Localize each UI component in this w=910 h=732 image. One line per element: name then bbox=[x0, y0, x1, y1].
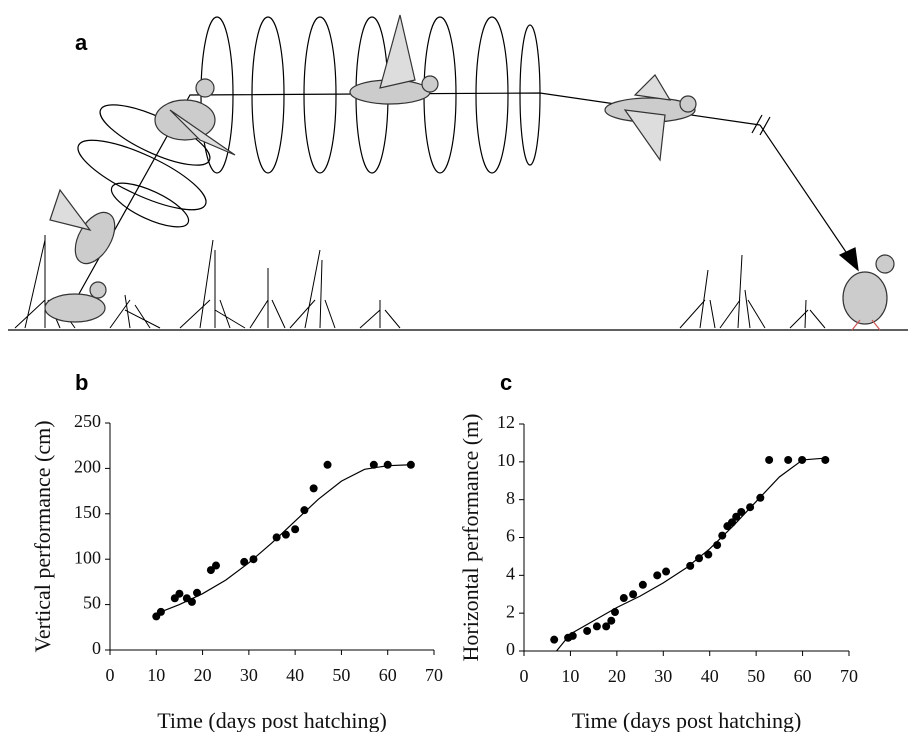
data-point bbox=[156, 607, 165, 616]
x-tick-label: 20 bbox=[194, 665, 212, 685]
data-point bbox=[300, 506, 309, 515]
y-tick-label: 0 bbox=[506, 639, 515, 659]
data-point bbox=[369, 460, 378, 469]
data-point bbox=[737, 507, 746, 516]
y-tick-label: 2 bbox=[506, 601, 515, 621]
y-tick-label: 0 bbox=[92, 638, 101, 658]
y-axis-title: Vertical performance (cm) bbox=[30, 420, 55, 652]
data-point bbox=[323, 460, 332, 469]
data-point bbox=[718, 531, 727, 540]
x-tick-label: 60 bbox=[794, 666, 812, 686]
data-point bbox=[728, 518, 736, 527]
data-point bbox=[784, 455, 793, 464]
x-tick-label: 60 bbox=[379, 665, 397, 685]
illustration bbox=[8, 14, 908, 331]
data-point bbox=[211, 561, 220, 570]
data-point bbox=[686, 561, 695, 570]
data-point bbox=[746, 503, 755, 512]
x-tick-label: 40 bbox=[701, 666, 719, 686]
data-point bbox=[406, 460, 415, 469]
x-tick-label: 0 bbox=[106, 665, 115, 685]
data-point bbox=[765, 455, 774, 464]
data-point bbox=[592, 622, 601, 631]
x-tick-label: 70 bbox=[425, 665, 443, 685]
y-tick-label: 12 bbox=[497, 412, 515, 432]
x-tick-label: 0 bbox=[520, 666, 529, 686]
x-tick-label: 10 bbox=[147, 665, 165, 685]
panel-label: a bbox=[75, 30, 88, 55]
data-point bbox=[602, 622, 611, 631]
data-point bbox=[607, 616, 616, 625]
data-point bbox=[383, 460, 392, 469]
data-point bbox=[713, 541, 722, 550]
birds bbox=[44, 14, 895, 331]
x-tick-label: 70 bbox=[840, 666, 858, 686]
data-point bbox=[619, 594, 628, 603]
data-point bbox=[281, 530, 290, 539]
x-tick-label: 10 bbox=[561, 666, 579, 686]
y-tick-label: 250 bbox=[74, 411, 101, 431]
data-point bbox=[583, 626, 592, 635]
data-point bbox=[798, 455, 807, 464]
arrow bbox=[759, 124, 849, 256]
data-point bbox=[206, 566, 215, 575]
data-point bbox=[309, 484, 318, 493]
arrowhead bbox=[838, 247, 859, 272]
data-point bbox=[568, 631, 577, 640]
data-point bbox=[638, 580, 647, 589]
data-point bbox=[175, 589, 184, 598]
break bbox=[751, 114, 763, 134]
y-tick-label: 100 bbox=[74, 547, 101, 567]
x-tick-label: 50 bbox=[747, 666, 765, 686]
data-point bbox=[653, 571, 662, 580]
x-tick-label: 40 bbox=[286, 665, 304, 685]
y-tick-label: 50 bbox=[83, 593, 101, 613]
data-point bbox=[695, 554, 704, 563]
data-point bbox=[732, 512, 741, 521]
y-tick-label: 8 bbox=[506, 488, 515, 508]
data-point bbox=[249, 555, 258, 564]
x-axis-title: Time (days post hatching) bbox=[157, 708, 387, 732]
data-point bbox=[193, 588, 202, 597]
data-point bbox=[756, 493, 765, 502]
x-axis-title: Time (days post hatching) bbox=[572, 708, 802, 732]
break bbox=[759, 116, 771, 136]
y-tick-label: 10 bbox=[497, 450, 515, 470]
x-tick-label: 20 bbox=[608, 666, 626, 686]
y-tick-label: 4 bbox=[506, 563, 515, 583]
data-point bbox=[704, 550, 713, 559]
y-axis-title: Horizontal performance (m) bbox=[458, 414, 483, 662]
x-tick-label: 30 bbox=[240, 665, 258, 685]
x-tick-label: 30 bbox=[654, 666, 672, 686]
data-point bbox=[821, 455, 830, 464]
fit-line bbox=[556, 457, 826, 652]
y-tick-label: 200 bbox=[74, 457, 101, 477]
x-tick-label: 50 bbox=[332, 665, 350, 685]
panel-label: b bbox=[75, 370, 88, 395]
data-point bbox=[629, 590, 638, 599]
data-point bbox=[550, 635, 559, 644]
data-point bbox=[272, 533, 281, 542]
y-tick-label: 6 bbox=[506, 526, 515, 546]
data-point bbox=[187, 597, 196, 606]
data-point bbox=[240, 557, 249, 566]
grass bbox=[14, 235, 826, 329]
panel-label: c bbox=[500, 370, 512, 395]
data-point bbox=[611, 608, 619, 617]
y-tick-label: 150 bbox=[74, 502, 101, 522]
data-point bbox=[662, 567, 671, 576]
data-point bbox=[291, 525, 300, 534]
